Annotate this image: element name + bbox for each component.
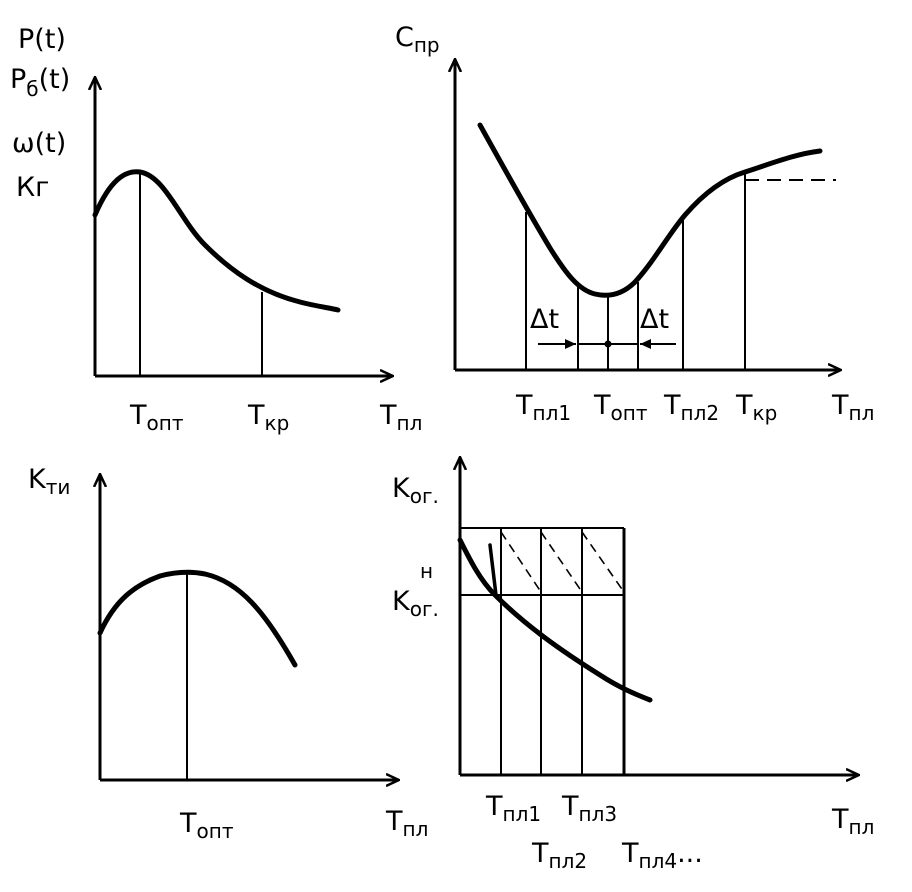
- x-tick-tpl3: Tпл3: [561, 791, 617, 826]
- delta-label-left: Δt: [530, 304, 559, 335]
- x-tick-topt: Tопт: [179, 808, 234, 843]
- x-tick-tpl2: Tпл2: [663, 390, 719, 425]
- y-axis-label: Cпр: [395, 22, 440, 57]
- panel-bottom-right: Kог. Kог. н Tпл1 Tпл3 Tпл2 Tпл4... Tпл: [392, 458, 874, 873]
- y-axis-label: Kти: [28, 464, 70, 499]
- x-tick-topt: Tопт: [129, 400, 184, 435]
- restore-dash-2: [540, 531, 583, 593]
- x-tick-tpl1: Tпл1: [485, 791, 541, 826]
- x-tick-tpl4: Tпл4...: [621, 838, 703, 873]
- y-tick-sup-n: н: [420, 559, 433, 583]
- x-tick-tkr: Tкр: [247, 400, 289, 435]
- x-axis-label: Tпл: [831, 804, 874, 839]
- x-axis-label: Tпл: [385, 806, 428, 841]
- curve-reliability: [92, 169, 341, 313]
- panel-top-right: Δt Δt Cпр Tпл1 Tопт Tпл2 Tкр Tпл: [395, 22, 874, 425]
- curve-kog: [457, 537, 653, 703]
- first-drop-seg: [488, 543, 498, 597]
- x-tick-tpl2: Tпл2: [531, 838, 587, 873]
- y-label-omega: ω(t): [12, 128, 66, 159]
- delta-label-right: Δt: [640, 304, 669, 335]
- curve-kti: [97, 569, 298, 668]
- x-tick-topt: Tопт: [593, 390, 648, 425]
- restore-dash-3: [581, 531, 625, 593]
- restore-dash-1: [500, 531, 542, 593]
- x-axis-label: Tпл: [379, 400, 422, 435]
- x-axis-label: Tпл: [831, 390, 874, 425]
- y-tick-kog-norm: Kог.: [392, 586, 439, 621]
- y-label-kg: Кг: [16, 172, 49, 203]
- y-axis-label: Kог.: [392, 473, 439, 508]
- curve-cost: [477, 122, 823, 298]
- panel-bottom-left: Kти Tопт Tпл: [28, 464, 428, 843]
- x-tick-tkr: Tкр: [735, 390, 777, 425]
- panel-top-left: P(t) Pб(t) ω(t) Кг Tопт Tкр Tпл: [10, 24, 422, 435]
- delta-center-dot: [604, 340, 612, 348]
- y-label-pb: Pб(t): [10, 64, 70, 101]
- x-tick-tpl1: Tпл1: [515, 390, 571, 425]
- y-label-p: P(t): [18, 24, 66, 55]
